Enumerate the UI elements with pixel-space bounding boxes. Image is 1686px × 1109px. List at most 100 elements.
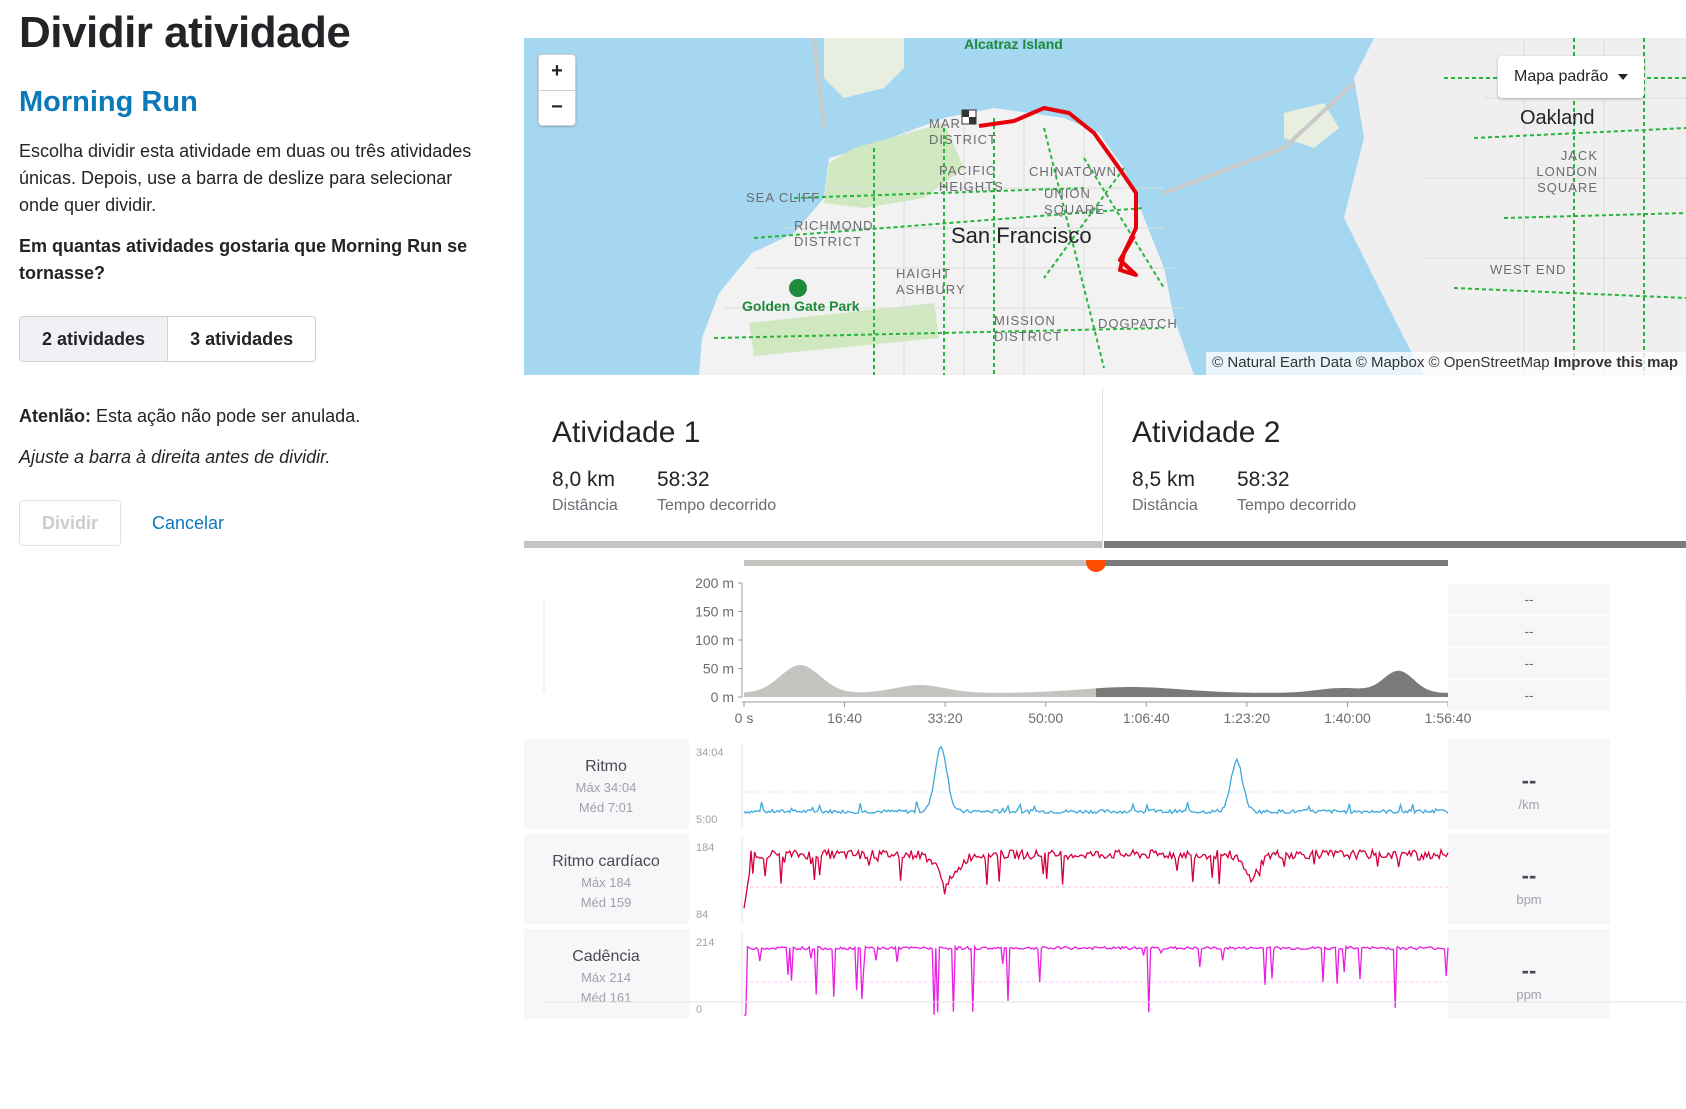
split-count-question: Em quantas atividades gostaria que Morni…: [19, 236, 468, 283]
activity-1-color-bar: [524, 541, 1102, 548]
elevation-side-value: --: [1524, 623, 1534, 639]
distance-label: Distância: [1132, 497, 1198, 514]
stream-axis-top: 34:04: [696, 747, 724, 759]
label-san-francisco: San Francisco: [951, 223, 1092, 248]
split-button[interactable]: Dividir: [19, 500, 121, 546]
activity-2-title: Atividade 2: [1132, 416, 1281, 449]
label-chinatown: CHINATOWN: [1029, 164, 1117, 179]
zoom-in-button[interactable]: +: [551, 60, 563, 82]
attribution-text: © Natural Earth Data © Mapbox © OpenStre…: [1212, 354, 1550, 371]
route-line: [978, 106, 1138, 277]
activity-card-2: Atividade 2 8,5 km Distância 58:32 Tempo…: [1104, 388, 1686, 548]
golden-gate-park: [749, 303, 939, 356]
activity-1-title: Atividade 1: [552, 416, 701, 449]
activity-card-1: Atividade 1 8,0 km Distância 58:32 Tempo…: [524, 388, 1103, 548]
stream-axis-top: 184: [696, 842, 714, 854]
stream-label-cell: [524, 739, 689, 829]
distance-label: Distância: [552, 497, 618, 514]
stream-max: Máx 184: [581, 875, 631, 890]
elevation-side-cell: [1448, 680, 1610, 710]
elevation-y-tick: 150 m: [695, 604, 734, 620]
elevation-side-value: --: [1524, 591, 1534, 607]
intro-text: Escolha dividir esta atividade em duas o…: [19, 141, 472, 215]
stream-axis-bottom: 84: [696, 909, 708, 921]
stream-value: --: [1522, 958, 1537, 983]
stream-value: --: [1522, 768, 1537, 793]
stream-max: Máx 34:04: [576, 780, 637, 795]
zoom-out-button[interactable]: −: [539, 90, 575, 126]
activity-2-distance: 8,5 km Distância: [1132, 468, 1198, 515]
elevation-x-tick: 1:40:00: [1324, 710, 1371, 726]
stream-line: [743, 847, 1449, 909]
label-richmond: RICHMOND DISTRICT: [794, 218, 874, 249]
stream-value-cell: [1448, 929, 1610, 1019]
elevation-side-value: --: [1524, 655, 1534, 671]
slider-handle[interactable]: [1086, 552, 1106, 572]
elevation-side-cell: [1448, 648, 1610, 678]
activity-1-time: 58:32 Tempo decorrido: [657, 468, 776, 515]
split-count-selector: 2 atividades 3 atividades: [19, 316, 317, 362]
option-3-activities[interactable]: 3 atividades: [167, 317, 315, 361]
hint-text: Ajuste a barra à direita antes de dividi…: [19, 447, 331, 467]
stream-axis-top: 214: [696, 937, 714, 949]
route-map[interactable]: + − Mapa padrão Alcatraz Island MAR DIST…: [524, 38, 1686, 375]
elevation-x-tick: 50:00: [1028, 710, 1063, 726]
label-jack-london: JACK LONDON SQUARE: [1536, 148, 1598, 195]
activity-1-distance: 8,0 km Distância: [552, 468, 618, 515]
page-title: Dividir atividade: [19, 8, 351, 57]
stream-value-cell: [1448, 739, 1610, 829]
presidio: [824, 123, 964, 208]
slider-track-right: [1096, 558, 1448, 566]
elevation-x-tick: 1:23:20: [1223, 710, 1270, 726]
time-value: 58:32: [1237, 468, 1290, 491]
activity-2-time: 58:32 Tempo decorrido: [1237, 468, 1356, 515]
label-alcatraz: Alcatraz Island: [964, 38, 1063, 52]
map-style-dropdown[interactable]: Mapa padrão: [1498, 56, 1645, 98]
label-mission: MISSION DISTRICT: [994, 313, 1062, 344]
elevation-y-tick: 100 m: [695, 632, 734, 648]
stream-name: Cadência: [572, 948, 640, 965]
cancel-link[interactable]: Cancelar: [152, 513, 225, 533]
stream-avg: Méd 159: [581, 895, 632, 910]
warning-text: Esta ação não pode ser anulada.: [91, 406, 361, 426]
label-pacific-heights: PACIFIC HEIGHTS: [939, 163, 1004, 194]
map-attribution: © Natural Earth Data © Mapbox © OpenStre…: [1206, 352, 1686, 375]
label-west-end: WEST END: [1490, 262, 1567, 277]
label-haight: HAIGHT ASHBURY: [896, 266, 966, 297]
label-sea-cliff: SEA CLIFF: [746, 190, 821, 205]
stream-line: [744, 944, 1449, 1016]
golden-gate-bridge: [812, 38, 826, 129]
elevation-side-cell: [1448, 584, 1610, 614]
warning-label: Atenlão:: [19, 406, 91, 426]
stream-name: Ritmo: [585, 758, 627, 775]
stream-avg: Méd 161: [581, 990, 632, 1005]
marin-land: [824, 38, 904, 98]
stream-avg: Méd 7:01: [579, 800, 633, 815]
time-label: Tempo decorrido: [1237, 497, 1357, 514]
label-dogpatch: DOGPATCH: [1098, 316, 1178, 331]
improve-map-link[interactable]: Improve this map: [1553, 354, 1678, 371]
activity-name[interactable]: Morning Run: [19, 86, 198, 118]
stream-label-cell: [524, 834, 689, 924]
elevation-x-tick: 1:06:40: [1123, 710, 1170, 726]
stream-axis-bottom: 0: [696, 1004, 702, 1016]
stream-value-cell: [1448, 834, 1610, 924]
label-marina: MAR DISTRICT: [929, 116, 997, 147]
activity-summaries: Atividade 1 8,0 km Distância 58:32 Tempo…: [524, 388, 1686, 548]
elevation-x-tick: 33:20: [928, 710, 963, 726]
elevation-y-tick: 200 m: [695, 575, 734, 591]
map-style-label: Mapa padrão: [1514, 68, 1609, 85]
label-union-square: UNION SQUARE: [1044, 186, 1105, 217]
slider-track-left: [744, 558, 1096, 566]
elevation-side-value: --: [1524, 687, 1534, 703]
elevation-area-activity-1: [744, 665, 1096, 697]
stream-axis-bottom: 5:00: [696, 814, 717, 826]
stream-value: --: [1522, 863, 1537, 888]
label-golden-gate-park: Golden Gate Park: [742, 298, 860, 314]
stream-unit: bpm: [1516, 892, 1541, 907]
stream-max: Máx 214: [581, 970, 631, 985]
option-2-activities[interactable]: 2 atividades: [20, 317, 168, 361]
stream-name: Ritmo cardíaco: [552, 853, 660, 870]
bay-bridge: [1163, 81, 1356, 195]
